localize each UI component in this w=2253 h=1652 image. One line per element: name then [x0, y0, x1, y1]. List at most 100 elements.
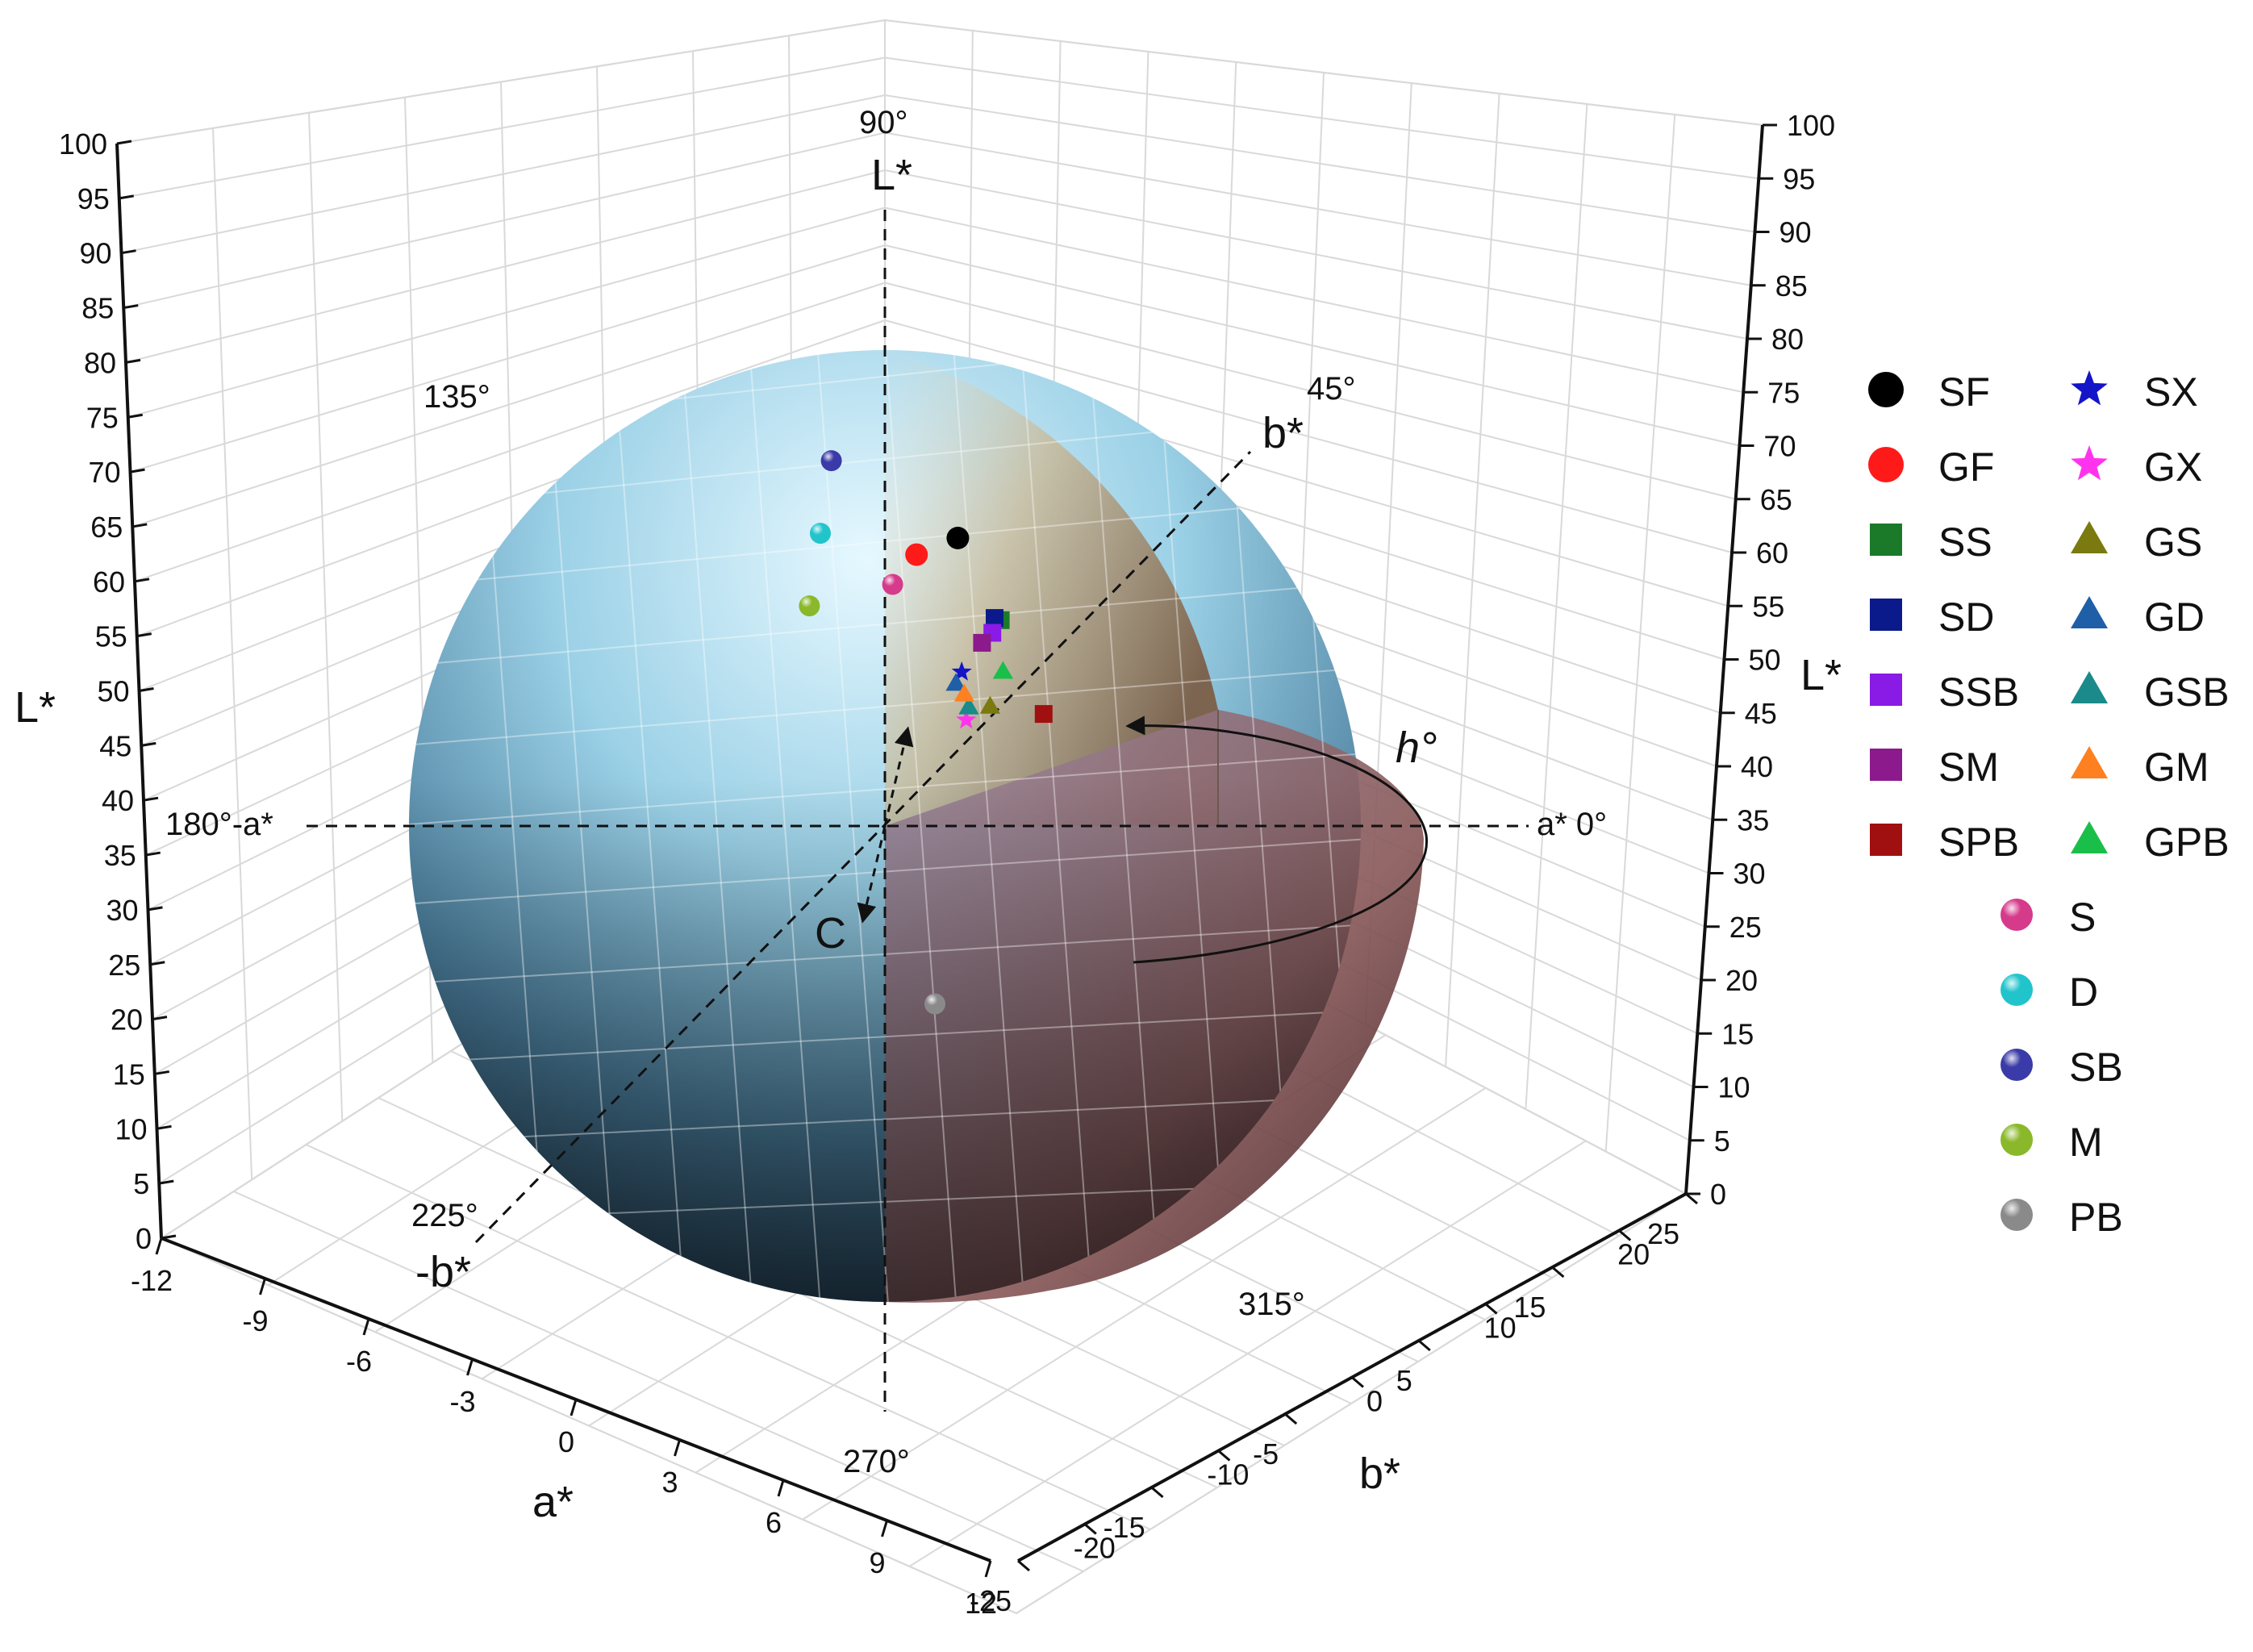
point-sd: [986, 609, 1003, 628]
sphere-grid-line: [680, 350, 755, 1302]
b-positive-label: b*: [1262, 409, 1304, 457]
l-tick-label-right: 20: [1725, 964, 1758, 997]
point-d: [810, 523, 831, 544]
legend-label-d: D: [2069, 970, 2098, 1015]
grid-line: [305, 1144, 1151, 1530]
angle-270-label: 270°: [843, 1444, 910, 1479]
legend-label-gf: GF: [1938, 444, 1994, 490]
b-tick: [1083, 1523, 1097, 1535]
l-tick-label-left: 65: [90, 511, 123, 544]
sphere-grid-line: [409, 665, 1361, 748]
l-tick-label-right: 85: [1775, 269, 1808, 302]
sphere-grid-line: [952, 350, 1027, 1302]
chroma-label: C: [815, 909, 846, 957]
l-tick: [136, 632, 152, 638]
l-tick: [134, 578, 150, 583]
legend-marker-d: [2001, 974, 2033, 1006]
legend-label-ss: SS: [1938, 519, 1992, 565]
legend-marker-sb-shine: [2001, 1049, 2033, 1081]
legend-marker-s-shine: [2001, 899, 2033, 931]
legend-marker-m-shine: [2001, 1124, 2033, 1156]
sphere-l-axis-label: L*: [871, 151, 912, 199]
l-tick-label-left: 10: [115, 1112, 147, 1145]
point-d-shine: [810, 523, 831, 544]
b-tick: [1351, 1376, 1364, 1388]
point-gd: [945, 673, 966, 691]
point-m-shine: [799, 595, 820, 617]
sphere-grid-line: [409, 494, 1361, 589]
l-tick-label-left: 95: [77, 182, 110, 215]
a-tick: [984, 1560, 992, 1578]
l-tick: [116, 140, 132, 145]
legend-label-sm: SM: [1938, 745, 1999, 790]
b-tick: [1417, 1339, 1431, 1352]
axis-180-a-label: 180°-a*: [165, 807, 273, 842]
point-sb-shine: [820, 450, 842, 472]
l-tick: [130, 468, 145, 473]
a-tick-label: 6: [766, 1506, 782, 1539]
point-sm: [973, 633, 991, 652]
sphere-grid-line: [409, 836, 1361, 907]
point-sf: [946, 527, 970, 549]
legend-label-ssb: SSB: [1938, 670, 2019, 715]
legend-marker-gsb: [2071, 671, 2108, 703]
a-tick-label: 9: [869, 1546, 885, 1579]
point-spb: [1034, 705, 1053, 724]
l-tick-label-left: 100: [59, 127, 107, 161]
grid-line: [161, 1237, 1017, 1614]
point-sb: [820, 450, 842, 472]
l-tick-label-right: 40: [1741, 750, 1773, 783]
point-gs: [979, 695, 1001, 714]
point-gpb: [992, 661, 1014, 679]
b-tick: [1484, 1303, 1498, 1315]
legend-marker-sf: [1868, 372, 1904, 407]
legend-marker-gf: [1868, 447, 1904, 482]
l-tick-label-left: 55: [95, 620, 127, 653]
legend-label-gsb: GSB: [2144, 670, 2230, 715]
angle-135-label: 135°: [423, 379, 490, 415]
legend-label-gx: GX: [2144, 444, 2202, 490]
legend-marker-m: [2001, 1124, 2033, 1156]
l-tick: [145, 851, 161, 857]
l-tick-label-right: 25: [1729, 911, 1762, 944]
point-s-shine: [882, 574, 903, 595]
l-tick-label-right: 5: [1714, 1124, 1730, 1158]
l-tick-label-right: 0: [1710, 1178, 1726, 1211]
b-tick-label: -10: [1207, 1458, 1249, 1491]
l-tick-label-left: 50: [97, 675, 129, 708]
legend-marker-gd: [2071, 596, 2108, 628]
a-tick: [777, 1479, 785, 1497]
legend-label-m: M: [2069, 1120, 2103, 1165]
sphere-grid-line: [816, 350, 891, 1302]
legend-marker-spb: [1870, 824, 1902, 856]
l-tick-label-left: 0: [136, 1222, 152, 1255]
l-tick-label-right: 55: [1752, 590, 1784, 623]
sphere-grid-line: [611, 350, 686, 1302]
a-tick: [570, 1399, 578, 1416]
b-negative-label: -b*: [415, 1248, 471, 1296]
l-tick: [143, 796, 159, 802]
sphere-grid-line: [884, 350, 958, 1302]
l-tick-label-right: 15: [1721, 1017, 1754, 1050]
legend-label-s: S: [2069, 895, 2096, 940]
angle-225-label: 225°: [411, 1198, 478, 1233]
b-tick: [1284, 1412, 1298, 1425]
point-m: [799, 595, 820, 617]
b-tick-label: 0: [1366, 1385, 1383, 1418]
legend-marker-gm: [2071, 746, 2108, 778]
sphere-grid-line: [1087, 350, 1162, 1302]
l-tick: [150, 961, 165, 966]
l-tick: [139, 687, 154, 692]
legend-marker-ssb: [1870, 674, 1902, 706]
point-pb: [924, 993, 945, 1015]
b-tick: [1618, 1229, 1632, 1241]
a-tick: [259, 1278, 266, 1295]
l-tick-label-right: 100: [1787, 109, 1835, 142]
l-axis-title-left: L*: [15, 683, 56, 732]
l-tick-label-left: 5: [133, 1167, 149, 1200]
l-tick: [152, 1016, 168, 1021]
a-tick-label: 0: [558, 1425, 574, 1458]
legend-label-sd: SD: [1938, 594, 1994, 640]
b-tick-label: 25: [1647, 1217, 1679, 1250]
